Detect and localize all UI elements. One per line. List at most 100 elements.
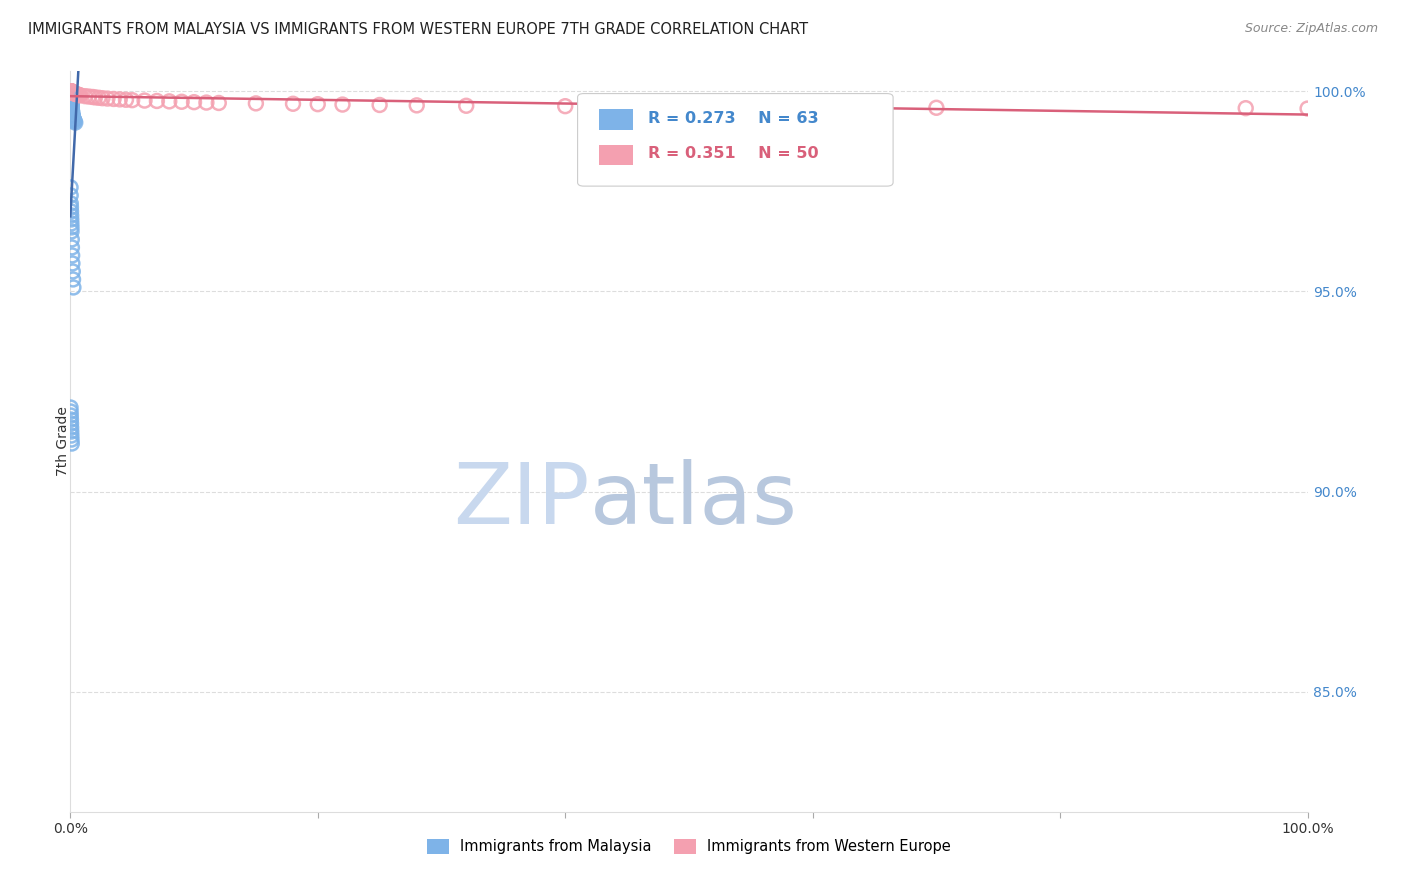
Point <box>63 87 86 101</box>
Point <box>59 84 82 98</box>
Bar <box>599 109 633 130</box>
Point <box>307 97 329 112</box>
Point <box>84 90 107 104</box>
Point <box>62 108 84 122</box>
Point <box>170 95 193 109</box>
Point <box>115 93 138 107</box>
Point <box>91 91 114 105</box>
Point <box>60 104 83 119</box>
Point <box>60 248 83 262</box>
Point <box>157 95 180 109</box>
Point <box>62 86 84 100</box>
Legend: Immigrants from Malaysia, Immigrants from Western Europe: Immigrants from Malaysia, Immigrants fro… <box>420 833 957 860</box>
Point <box>82 90 104 104</box>
Point <box>63 114 86 128</box>
Point <box>121 93 143 107</box>
Point <box>62 264 84 278</box>
Point <box>62 280 84 294</box>
Point <box>60 96 83 111</box>
Text: R = 0.351    N = 50: R = 0.351 N = 50 <box>648 146 818 161</box>
Point <box>59 409 82 423</box>
Point <box>60 84 83 98</box>
Point <box>60 420 83 434</box>
Point <box>60 99 83 113</box>
Point <box>60 107 83 121</box>
Point <box>60 212 83 227</box>
Y-axis label: 7th Grade: 7th Grade <box>56 407 70 476</box>
Point <box>60 103 83 118</box>
Point <box>60 95 83 109</box>
Point <box>96 92 118 106</box>
Point <box>925 101 948 115</box>
Point <box>103 92 125 106</box>
Point <box>863 100 886 114</box>
Point <box>60 92 83 106</box>
Point <box>59 188 82 202</box>
Bar <box>599 145 633 165</box>
Point <box>60 425 83 439</box>
Point <box>59 180 82 194</box>
Point <box>108 92 131 106</box>
Point <box>62 112 84 127</box>
Point <box>60 97 83 112</box>
Point <box>405 98 427 112</box>
Point <box>60 93 83 107</box>
Point <box>554 99 576 113</box>
Point <box>63 113 86 128</box>
Point <box>208 95 231 110</box>
Point <box>616 99 638 113</box>
Point <box>1234 101 1257 115</box>
Point <box>59 196 82 211</box>
Point <box>1296 102 1319 116</box>
Point <box>183 95 205 110</box>
Point <box>87 91 110 105</box>
Point <box>65 115 87 129</box>
Text: R = 0.273    N = 63: R = 0.273 N = 63 <box>648 111 818 126</box>
Point <box>69 88 91 103</box>
Text: IMMIGRANTS FROM MALAYSIA VS IMMIGRANTS FROM WESTERN EUROPE 7TH GRADE CORRELATION: IMMIGRANTS FROM MALAYSIA VS IMMIGRANTS F… <box>28 22 808 37</box>
Point <box>59 87 82 101</box>
Point <box>60 204 83 219</box>
Point <box>60 95 83 110</box>
Text: Source: ZipAtlas.com: Source: ZipAtlas.com <box>1244 22 1378 36</box>
Point <box>60 100 83 114</box>
Point <box>65 87 87 101</box>
FancyBboxPatch shape <box>578 94 893 186</box>
Point <box>60 216 83 230</box>
Point <box>60 84 83 98</box>
Point <box>60 95 83 109</box>
Point <box>134 94 156 108</box>
Point <box>60 436 83 450</box>
Point <box>67 87 90 102</box>
Point <box>59 84 82 98</box>
Point <box>60 98 83 112</box>
Point <box>60 209 83 223</box>
Text: ZIP: ZIP <box>454 459 591 542</box>
Point <box>60 256 83 270</box>
Point <box>60 428 83 442</box>
Point <box>62 111 84 125</box>
Point <box>59 84 82 98</box>
Point <box>60 232 83 246</box>
Point <box>60 220 83 235</box>
Point <box>59 84 82 98</box>
Point <box>59 87 82 101</box>
Point <box>59 412 82 426</box>
Point <box>60 84 83 98</box>
Point <box>75 89 97 103</box>
Point <box>59 201 82 215</box>
Point <box>59 404 82 418</box>
Point <box>456 99 478 113</box>
Point <box>59 89 82 103</box>
Point <box>195 95 218 110</box>
Point <box>60 101 83 115</box>
Point <box>60 84 83 98</box>
Point <box>65 87 87 102</box>
Point <box>59 84 82 98</box>
Point <box>60 92 83 106</box>
Point <box>60 103 83 117</box>
Point <box>332 97 354 112</box>
Point <box>62 112 84 126</box>
Point <box>60 84 83 98</box>
Point <box>281 96 304 111</box>
